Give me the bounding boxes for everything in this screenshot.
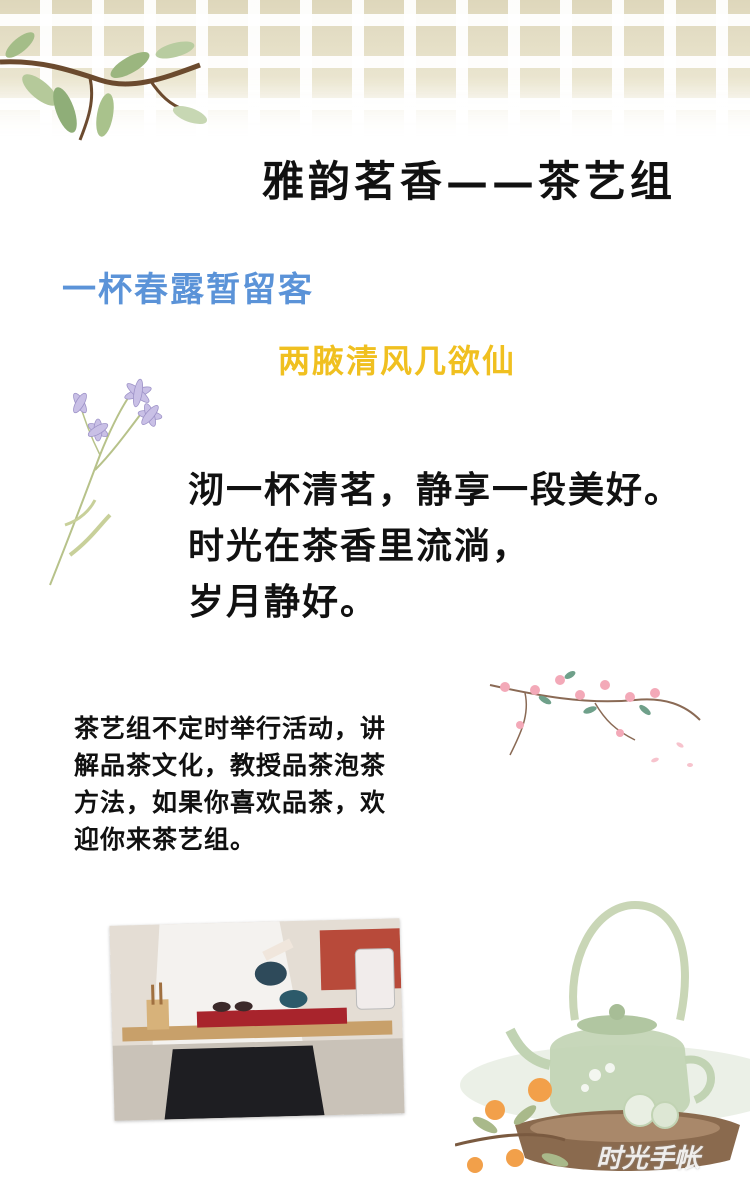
- page-title: 雅韵茗香——茶艺组: [262, 157, 677, 206]
- verse-line: 岁月静好。: [188, 581, 379, 623]
- verse-line: 时光在茶香里流淌，: [188, 525, 531, 567]
- poem-line-1: 一杯春露暂留客: [62, 270, 314, 310]
- plum-blossom-icon: [489, 671, 701, 767]
- wildflower-icon: [49, 378, 163, 586]
- description-line: 迎你来茶艺组。: [74, 825, 257, 854]
- tea-ceremony-photo: [109, 918, 405, 1121]
- verse-line: 沏一杯清茗，静享一段美好。: [188, 469, 683, 511]
- branch-leaves-icon: [0, 32, 208, 141]
- description-block: 茶艺组不定时举行活动，讲 解品茶文化，教授品茶泡茶 方法，如果你喜欢品茶，欢 迎…: [74, 710, 454, 858]
- watermark: 时光手帐: [596, 1144, 701, 1174]
- tea-ceremony-photo-art: [109, 918, 405, 1121]
- teapot-icon: [455, 900, 750, 1173]
- poem-line-2: 两腋清风几欲仙: [278, 342, 517, 380]
- description-line: 方法，如果你喜欢品茶，欢: [74, 788, 387, 817]
- description-line: 茶艺组不定时举行活动，讲: [74, 714, 387, 743]
- description-line: 解品茶文化，教授品茶泡茶: [74, 751, 387, 780]
- verse-block: 沏一杯清茗，静享一段美好。 时光在茶香里流淌， 岁月静好。: [188, 462, 728, 630]
